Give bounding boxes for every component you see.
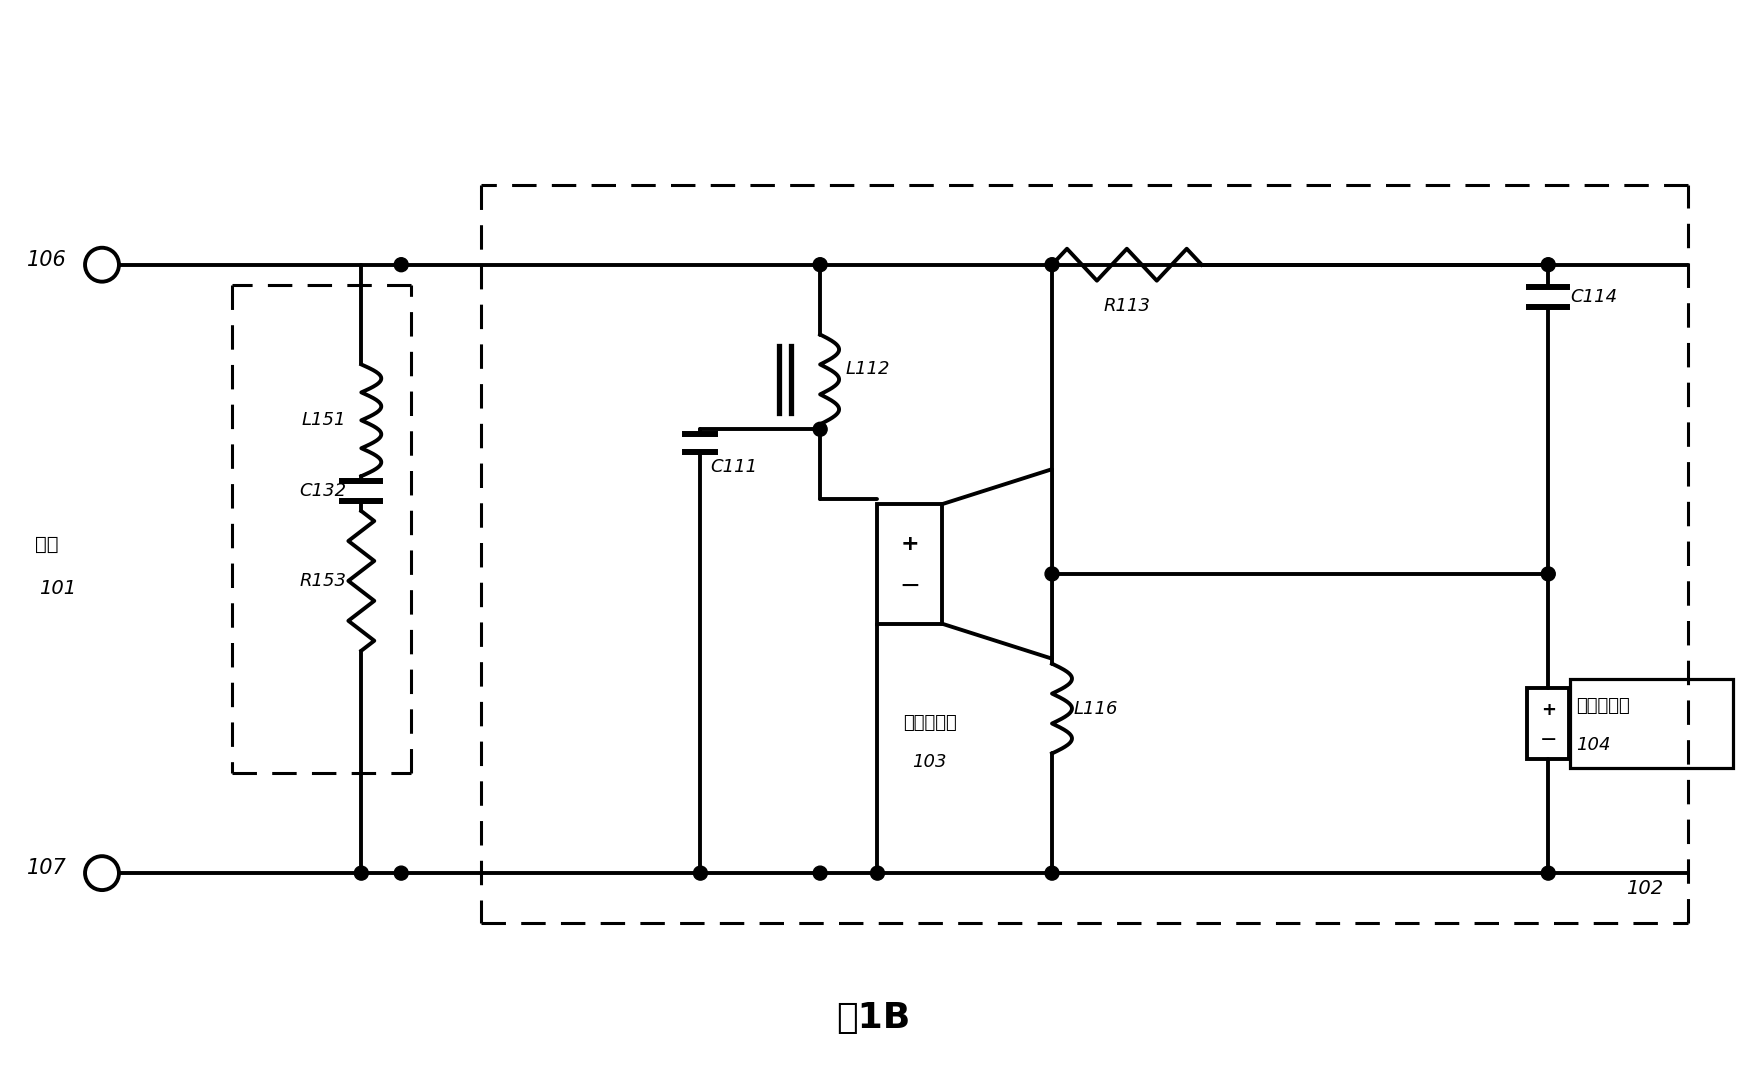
Circle shape — [1542, 258, 1556, 272]
Circle shape — [814, 422, 828, 436]
Circle shape — [693, 866, 707, 880]
Text: L151: L151 — [302, 411, 346, 430]
Bar — [878, 504, 943, 624]
Text: L112: L112 — [845, 361, 889, 378]
Text: 101: 101 — [38, 579, 75, 598]
Text: 103: 103 — [913, 754, 946, 771]
Text: 低频扬声器: 低频扬声器 — [903, 713, 957, 731]
Text: 高频扬声器: 高频扬声器 — [1577, 697, 1631, 714]
Text: C132: C132 — [299, 482, 346, 500]
Text: 电路: 电路 — [35, 535, 59, 553]
Circle shape — [354, 866, 368, 880]
Circle shape — [395, 866, 409, 880]
Circle shape — [871, 866, 885, 880]
Text: R113: R113 — [1103, 296, 1151, 315]
Text: C111: C111 — [711, 458, 758, 476]
Bar — [1528, 687, 1570, 759]
Circle shape — [1542, 866, 1556, 880]
Bar — [1570, 679, 1732, 768]
Text: 图1B: 图1B — [836, 1001, 910, 1034]
Circle shape — [1046, 866, 1060, 880]
Text: 102: 102 — [1626, 879, 1662, 898]
Circle shape — [1542, 567, 1556, 581]
Text: −: − — [899, 574, 920, 598]
Circle shape — [814, 258, 828, 272]
Text: −: − — [1540, 730, 1557, 751]
Circle shape — [814, 866, 828, 880]
Text: L116: L116 — [1074, 699, 1119, 717]
Circle shape — [1046, 567, 1060, 581]
Text: +: + — [901, 534, 918, 554]
Text: R153: R153 — [299, 571, 346, 590]
Text: 106: 106 — [28, 250, 66, 270]
Circle shape — [395, 258, 409, 272]
Text: 104: 104 — [1577, 737, 1610, 754]
Circle shape — [1046, 258, 1060, 272]
Text: 107: 107 — [28, 858, 66, 879]
Text: +: + — [1540, 700, 1556, 719]
Text: C114: C114 — [1570, 288, 1617, 306]
